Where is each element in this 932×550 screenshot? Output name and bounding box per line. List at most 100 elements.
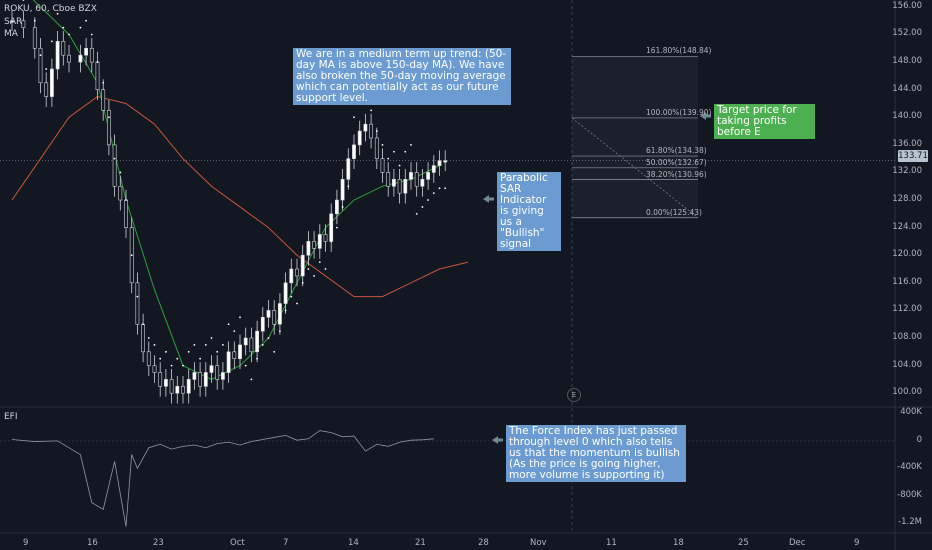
- candle-body: [443, 160, 448, 163]
- sar-dot: [427, 199, 429, 201]
- sar-dot: [290, 295, 293, 298]
- sar-dot: [341, 206, 344, 208]
- candle-body: [107, 110, 111, 146]
- candle-body: [146, 351, 151, 366]
- sar-note[interactable]: Parabolic SAR Indicator is giving us a "…: [497, 172, 561, 251]
- sar-dot: [244, 364, 247, 367]
- candle-body: [164, 379, 168, 387]
- candle-body: [403, 179, 408, 194]
- sar-dot: [421, 206, 424, 208]
- candle-body: [78, 54, 83, 63]
- time-tick: 28: [478, 538, 489, 548]
- time-tick: 21: [415, 538, 426, 548]
- price-tick: 148.00: [892, 56, 922, 67]
- candle-body: [38, 47, 43, 84]
- ma-legend[interactable]: MA: [4, 29, 18, 39]
- candle-body: [112, 144, 117, 187]
- sar-dot: [279, 330, 281, 333]
- candle-body: [357, 130, 362, 146]
- candle-body: [203, 372, 208, 387]
- sar-dot: [415, 212, 418, 215]
- sar-dot: [324, 268, 327, 270]
- candle-body: [67, 54, 71, 63]
- candle-body: [306, 241, 311, 256]
- candle-body: [249, 337, 254, 353]
- candle-body: [181, 386, 185, 394]
- sar-dot: [250, 378, 253, 381]
- sar-dot: [33, 19, 36, 22]
- current-price-tag: 133.71: [898, 150, 928, 162]
- sar-dot: [136, 295, 139, 298]
- fib-trend-line: [571, 117, 699, 219]
- sar-dot: [68, 33, 70, 36]
- symbol-legend[interactable]: ROKU, 60, Cboe BZX: [4, 4, 97, 14]
- trend-note[interactable]: We are in a medium term up trend: (50-da…: [293, 48, 511, 105]
- sar-dot: [239, 316, 241, 319]
- sar-dot: [330, 240, 333, 243]
- time-tick: 7: [283, 538, 289, 548]
- candle-body: [386, 172, 391, 187]
- sar-dot: [96, 61, 99, 63]
- sar-legend[interactable]: SAR: [4, 17, 23, 27]
- sar-dot: [39, 54, 42, 57]
- price-tick: 136.00: [892, 138, 922, 149]
- candle-body: [340, 179, 345, 201]
- target-note[interactable]: Target price for taking profits before E: [714, 104, 815, 139]
- candle-body: [363, 123, 368, 132]
- efi-legend[interactable]: EFI: [4, 412, 18, 422]
- candle-body: [272, 310, 277, 325]
- time-tick: Oct: [230, 538, 245, 548]
- time-tick: Dec: [789, 538, 806, 548]
- candle-body: [409, 172, 413, 180]
- sar-dot: [176, 357, 179, 360]
- fibonacci-extension[interactable]: [571, 55, 699, 219]
- sar-dot: [62, 26, 65, 29]
- price-candles: [10, 10, 448, 404]
- fib-level-label: 100.00%(139.90): [646, 107, 712, 117]
- sar-dot: [267, 337, 270, 339]
- efi-note[interactable]: The Force Index has just passed through …: [506, 425, 686, 482]
- sar-dot: [187, 350, 190, 353]
- candle-body: [289, 268, 294, 284]
- sar-dot: [393, 150, 395, 153]
- efi-arrow: [492, 436, 503, 444]
- sar-dot: [410, 143, 412, 146]
- target-arrow: [700, 112, 711, 120]
- earnings-marker[interactable]: E: [567, 388, 581, 402]
- candle-body: [95, 61, 100, 90]
- time-tick: 18: [673, 538, 684, 548]
- candle-body: [352, 144, 356, 159]
- fib-level-label: 0.00%(125.43): [646, 207, 702, 217]
- candle-body: [215, 365, 220, 380]
- fib-level-label: 50.00%(132.67): [646, 157, 707, 167]
- sar-dot: [130, 254, 133, 257]
- fib-zone: [572, 56, 698, 218]
- sar-dot: [199, 357, 202, 360]
- candle-body: [32, 27, 37, 49]
- candle-body: [277, 303, 282, 325]
- fib-level-label: 38.20%(130.96): [646, 169, 707, 179]
- sar-dot: [336, 226, 338, 229]
- candle-body: [312, 241, 317, 249]
- sar-dot: [284, 309, 287, 312]
- ma150-line: [11, 96, 469, 298]
- annotation-arrows: [483, 112, 711, 444]
- candle-body: [426, 172, 431, 180]
- sar-dot: [227, 323, 230, 326]
- candle-body: [175, 386, 180, 394]
- price-tick: 140.00: [892, 111, 922, 122]
- price-tick: 104.00: [892, 359, 922, 370]
- candle-body: [323, 234, 328, 242]
- candle-body: [255, 330, 260, 353]
- candle-body: [329, 213, 334, 242]
- sar-dot: [387, 157, 390, 160]
- ma150-path: [11, 96, 469, 298]
- sar-dot: [261, 344, 264, 346]
- candle-body: [101, 89, 106, 111]
- fib-level-label: 61.80%(134.38): [646, 146, 707, 156]
- price-tick: 108.00: [892, 332, 922, 343]
- sar-dot: [216, 350, 219, 353]
- price-tick: 116.00: [892, 276, 922, 287]
